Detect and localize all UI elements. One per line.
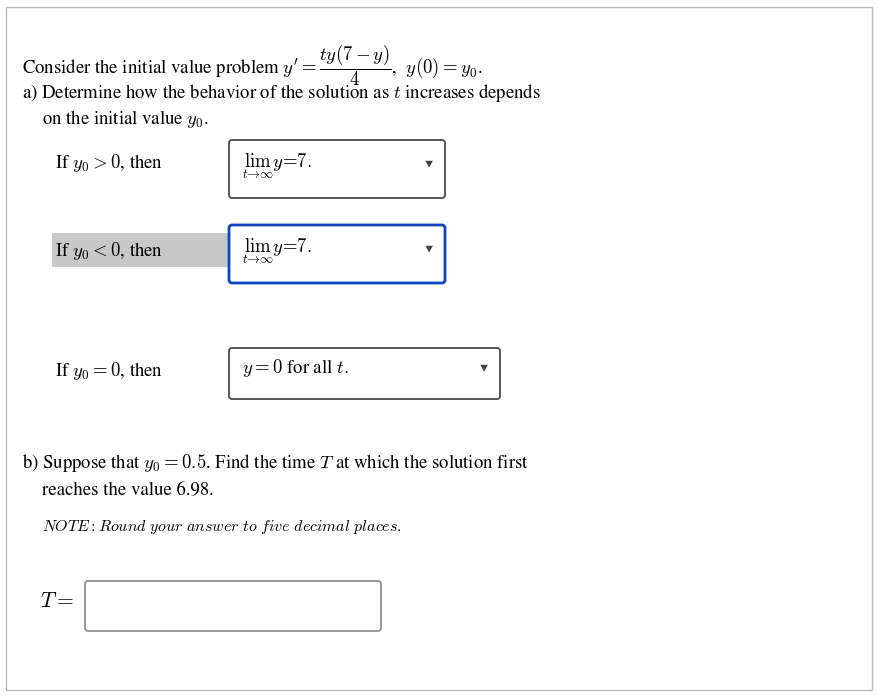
Text: If $y_0 > 0$, then: If $y_0 > 0$, then [55, 152, 163, 174]
Text: $\lim_{t\to\infty} y = 7.$: $\lim_{t\to\infty} y = 7.$ [241, 236, 312, 266]
Text: reaches the value 6.98.: reaches the value 6.98. [42, 482, 213, 499]
FancyBboxPatch shape [52, 233, 230, 267]
Text: $\blacktriangledown$: $\blacktriangledown$ [479, 363, 488, 374]
FancyBboxPatch shape [229, 348, 500, 399]
Text: $\it{NOTE: Round\ your\ answer\ to\ five\ decimal\ places.}$: $\it{NOTE: Round\ your\ answer\ to\ five… [42, 518, 401, 536]
FancyBboxPatch shape [229, 225, 444, 283]
Text: b) Suppose that $y_0 = 0.5$. Find the time $T$ at which the solution first: b) Suppose that $y_0 = 0.5$. Find the ti… [22, 452, 529, 474]
Text: $T =$: $T =$ [40, 592, 74, 612]
Text: If $y_0 = 0$, then: If $y_0 = 0$, then [55, 360, 163, 382]
FancyBboxPatch shape [6, 7, 871, 690]
Text: a) Determine how the behavior of the solution as $t$ increases depends: a) Determine how the behavior of the sol… [22, 82, 540, 104]
Text: $\lim_{t\to\infty} y = 7.$: $\lim_{t\to\infty} y = 7.$ [241, 151, 312, 181]
Text: If $y_0 < 0$, then: If $y_0 < 0$, then [55, 240, 163, 262]
FancyBboxPatch shape [229, 140, 444, 198]
Text: $\blacktriangledown$: $\blacktriangledown$ [423, 244, 434, 255]
Text: on the initial value $y_0$.: on the initial value $y_0$. [42, 108, 209, 130]
Text: Consider the initial value problem $y' = \dfrac{ty(7 - y)}{4}$,  $y(0) = y_0$.: Consider the initial value problem $y' =… [22, 42, 482, 88]
Text: $\blacktriangledown$: $\blacktriangledown$ [423, 159, 434, 171]
FancyBboxPatch shape [85, 581, 380, 631]
Text: $y = 0$ for all $t.$: $y = 0$ for all $t.$ [241, 357, 349, 379]
